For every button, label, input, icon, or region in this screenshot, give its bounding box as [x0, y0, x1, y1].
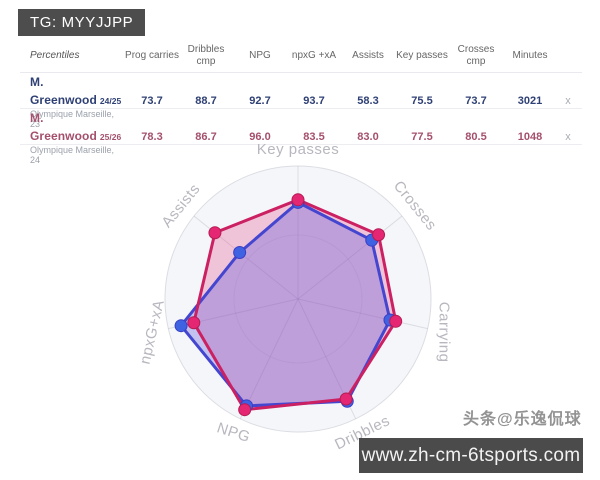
axis-spoke: [297, 215, 403, 300]
stat-value: 73.7: [465, 95, 487, 108]
stat-value: 1048: [517, 131, 543, 144]
stat-value: 93.7: [303, 95, 325, 108]
stat-value: 83.5: [303, 131, 325, 144]
remove-player-button[interactable]: x: [565, 95, 571, 108]
data-point-marker-25-26: [208, 226, 222, 240]
data-point-marker-25-26: [187, 316, 201, 330]
column-header: Dribbles cmp: [187, 44, 225, 67]
column-header: Minutes: [512, 50, 548, 61]
stat-value: 78.3: [141, 131, 163, 144]
stat-value: 92.7: [249, 95, 271, 108]
stat-value: 77.5: [411, 131, 433, 144]
player-name-cell: M. Greenwood 25/26 Olympique Marseille, 24: [20, 109, 125, 166]
column-header: NPG: [249, 50, 271, 61]
website-url: www.zh-cm-6tsports.com: [361, 444, 581, 466]
remove-player-button[interactable]: x: [565, 131, 571, 144]
data-point-marker-25-26: [339, 392, 353, 406]
website-bar: www.zh-cm-6tsports.com: [359, 438, 583, 473]
player-name: M. Greenwood: [30, 75, 97, 107]
axis-spoke: [297, 298, 428, 330]
watermark: 头条@乐逸侃球: [463, 411, 582, 428]
player-club: Olympique Marseille, 24: [30, 145, 115, 166]
player-club: Olympique Marseille, 23: [30, 109, 115, 130]
axis-label: npxG+xA: [137, 298, 168, 366]
series-area-24-25: [181, 202, 390, 406]
axis-label: Key passes: [257, 141, 340, 158]
player-name-cell: M. Greenwood 24/25 Olympique Marseille, 23: [20, 73, 125, 130]
player-row: M. Greenwood 24/25 Olympique Marseille, 23…: [20, 73, 582, 129]
data-point-marker-24-25: [233, 245, 247, 259]
axis-label: Carrying: [435, 302, 452, 363]
stat-value: 88.7: [195, 95, 217, 108]
stat-value: 83.0: [357, 131, 379, 144]
data-point-marker-24-25: [174, 319, 188, 333]
data-point-marker-25-26: [291, 193, 305, 207]
channel-banner: TG: MYYJJPP: [18, 9, 146, 36]
stat-value: 75.5: [411, 95, 433, 108]
table-header-row: Percentiles Prog carries Dribbles cmp NPG np…: [20, 44, 582, 73]
stat-value: 73.7: [141, 95, 163, 108]
data-point-marker-25-26: [238, 403, 252, 417]
percentiles-table: Percentiles Prog carries Dribbles cmp NPG np…: [20, 44, 582, 165]
stat-value: 96.0: [249, 131, 271, 144]
data-point-marker-25-26: [389, 314, 403, 328]
axis-label: NPG: [215, 419, 253, 446]
data-point-marker-25-26: [372, 228, 386, 242]
stat-value: 3021: [517, 95, 543, 108]
season-label: 24/25: [99, 95, 122, 106]
column-header: Key passes: [396, 50, 448, 61]
stat-value: 80.5: [465, 131, 487, 144]
column-header: npxG +xA: [291, 50, 337, 61]
stat-value: 86.7: [195, 131, 217, 144]
player-name: M. Greenwood: [30, 111, 97, 143]
column-header: Prog carries: [125, 50, 179, 61]
axis-spoke: [239, 298, 299, 420]
grid-inner-circle: [233, 234, 363, 364]
stat-value: 58.3: [357, 95, 379, 108]
table-body: M. Greenwood 24/25 Olympique Marseille, 23…: [20, 73, 582, 165]
player-row: M. Greenwood 25/26 Olympique Marseille, 24…: [20, 109, 582, 165]
series-outline-25-26: [192, 198, 398, 412]
column-header: Percentiles: [30, 50, 80, 61]
column-header: Assists: [352, 50, 384, 61]
season-label: 25/26: [99, 131, 122, 142]
column-header: Crosses cmp: [457, 44, 495, 67]
